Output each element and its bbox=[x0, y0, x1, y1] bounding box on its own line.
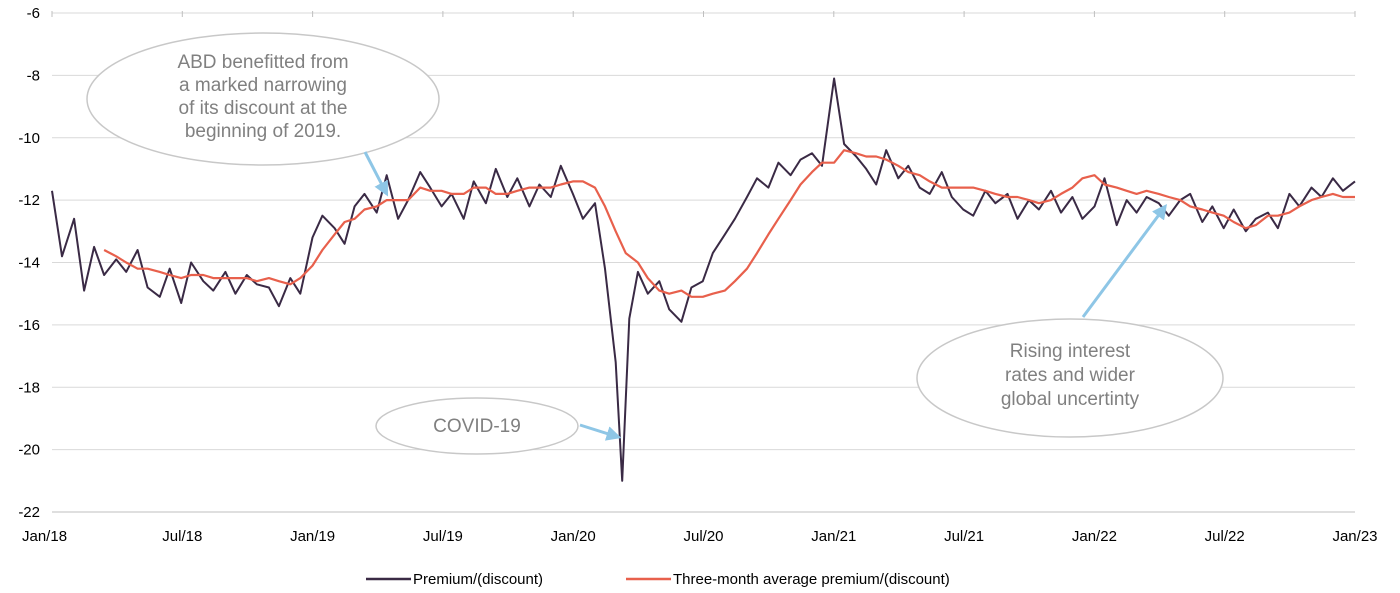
callout-arrow bbox=[1081, 203, 1167, 318]
x-tick-label: Jan/23 bbox=[1332, 528, 1377, 545]
x-tick-label: Jul/18 bbox=[162, 528, 202, 545]
x-tick-label: Jan/21 bbox=[811, 528, 856, 545]
callout-ellipse bbox=[375, 397, 579, 455]
legend-label-average: Three-month average premium/(discount) bbox=[673, 571, 950, 588]
x-tick-label: Jan/18 bbox=[22, 528, 67, 545]
y-tick-label: -14 bbox=[18, 255, 40, 272]
legend: Premium/(discount) Three-month average p… bbox=[366, 571, 950, 588]
callout-text: COVID-19 bbox=[433, 416, 521, 437]
y-tick-label: -20 bbox=[18, 442, 40, 459]
y-tick-label: -10 bbox=[18, 130, 40, 147]
series-average-line bbox=[103, 149, 1355, 298]
callout-text: ABD benefitted from bbox=[177, 52, 348, 73]
x-tick-label: Jul/21 bbox=[944, 528, 984, 545]
callout-text: global uncertinty bbox=[1001, 389, 1140, 410]
callout-text: of its discount at the bbox=[179, 98, 348, 119]
callout-text: rates and wider bbox=[1005, 365, 1136, 386]
callout-text: a marked narrowing bbox=[179, 75, 347, 96]
x-tick-label: Jan/20 bbox=[551, 528, 596, 545]
callout-arrow bbox=[579, 423, 622, 441]
y-axis-ticks: -6 -8 -10 -12 -14 -16 -18 -20 -22 bbox=[18, 5, 40, 521]
rates-callout: Rising interest rates and wider global unc… bbox=[916, 203, 1224, 438]
x-tick-label: Jan/19 bbox=[290, 528, 335, 545]
y-tick-label: -12 bbox=[18, 192, 40, 209]
y-tick-label: -22 bbox=[18, 504, 40, 521]
x-tick-label: Jan/22 bbox=[1072, 528, 1117, 545]
series-premium-line bbox=[51, 77, 1356, 482]
x-axis-ticks: Jan/18 Jul/18 Jan/19 Jul/19 Jan/20 Jul/20 Jan/… bbox=[22, 11, 1378, 545]
callout-ellipse bbox=[916, 318, 1224, 438]
y-tick-label: -8 bbox=[27, 67, 40, 84]
x-tick-label: Jul/19 bbox=[423, 528, 463, 545]
y-tick-label: -16 bbox=[18, 317, 40, 334]
y-tick-label: -18 bbox=[18, 379, 40, 396]
covid-callout: COVID-19 bbox=[375, 397, 622, 455]
callout-arrow bbox=[363, 151, 389, 197]
callout-text: beginning of 2019. bbox=[185, 121, 341, 142]
callout-text: Rising interest bbox=[1010, 341, 1131, 362]
y-tick-label: -6 bbox=[27, 5, 40, 22]
x-tick-label: Jul/20 bbox=[683, 528, 723, 545]
x-tick-label: Jul/22 bbox=[1205, 528, 1245, 545]
legend-label-premium: Premium/(discount) bbox=[413, 571, 543, 588]
series-lines bbox=[51, 77, 1356, 482]
callout-ellipse bbox=[86, 32, 440, 166]
